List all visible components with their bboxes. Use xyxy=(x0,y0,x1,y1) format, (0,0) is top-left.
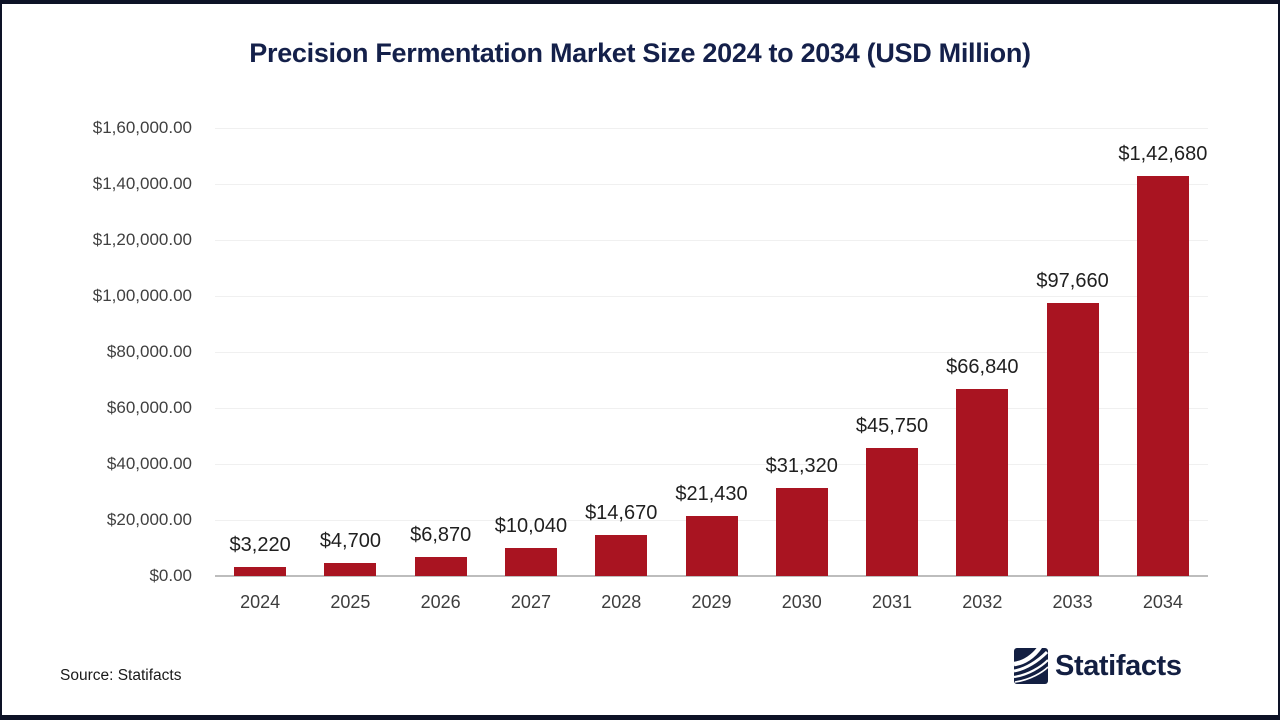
bar-value-label: $66,840 xyxy=(946,355,1019,378)
bottom-border xyxy=(0,715,1280,720)
left-border xyxy=(0,0,2,720)
statifacts-logo-icon xyxy=(1014,648,1048,684)
gridline xyxy=(215,351,1208,353)
y-tick-label: $20,000.00 xyxy=(106,510,192,529)
x-tick-label: 2026 xyxy=(420,592,461,612)
x-tick-label: 2032 xyxy=(962,592,1003,612)
right-border xyxy=(1278,0,1280,720)
gridline xyxy=(215,295,1208,297)
gridline xyxy=(215,127,1208,129)
bar xyxy=(414,556,467,576)
x-axis-line xyxy=(215,575,1208,577)
gridline xyxy=(215,463,1208,465)
x-tick-label: 2025 xyxy=(330,592,371,612)
x-tick-label: 2028 xyxy=(601,592,642,612)
x-tick-label: 2024 xyxy=(240,592,281,612)
bar-value-label: $21,430 xyxy=(675,482,748,505)
top-border xyxy=(0,0,1280,4)
gridline xyxy=(215,183,1208,185)
bar-value-label: $10,040 xyxy=(494,514,568,537)
x-tick-label: 2030 xyxy=(781,592,822,612)
chart-title: Precision Fermentation Market Size 2024 … xyxy=(249,38,1031,68)
bar-value-label: $6,870 xyxy=(410,523,472,546)
bar xyxy=(866,447,919,576)
gridline xyxy=(215,407,1208,409)
x-tick-label: 2034 xyxy=(1142,592,1183,612)
bar xyxy=(504,547,557,576)
bar-value-label: $4,700 xyxy=(319,529,381,552)
x-tick-label: 2029 xyxy=(691,592,732,612)
bar-value-label: $14,670 xyxy=(585,501,658,524)
bar xyxy=(685,515,738,576)
bar xyxy=(234,566,287,576)
statifacts-logo-text: Statifacts xyxy=(1055,649,1182,682)
bar-value-label: $3,220 xyxy=(229,533,291,556)
y-tick-label: $40,000.00 xyxy=(106,454,192,473)
y-tick-label: $1,40,000.00 xyxy=(92,174,192,193)
bar-value-label: $1,42,680 xyxy=(1118,143,1208,166)
y-tick-label: $0.00 xyxy=(149,566,192,585)
bar xyxy=(1046,302,1099,576)
x-tick-label: 2027 xyxy=(510,592,551,612)
y-tick-label: $1,00,000.00 xyxy=(92,286,192,305)
bar-value-label: $31,320 xyxy=(765,455,838,478)
bar xyxy=(595,534,648,576)
source-attribution: Source: Statifacts xyxy=(60,667,182,684)
y-tick-label: $60,000.00 xyxy=(106,398,192,417)
bar xyxy=(775,488,828,576)
bar xyxy=(956,388,1009,576)
bar-value-label: $97,660 xyxy=(1036,269,1109,292)
x-tick-label: 2031 xyxy=(872,592,913,612)
y-tick-label: $1,20,000.00 xyxy=(92,230,192,249)
y-tick-label: $80,000.00 xyxy=(106,342,192,361)
statifacts-logo: Statifacts xyxy=(1014,648,1182,684)
bar-value-label: $45,750 xyxy=(855,414,929,437)
y-tick-label: $1,60,000.00 xyxy=(92,118,192,137)
gridline xyxy=(215,239,1208,241)
bar xyxy=(1136,176,1189,576)
x-tick-label: 2033 xyxy=(1052,592,1093,612)
bar xyxy=(324,562,377,576)
